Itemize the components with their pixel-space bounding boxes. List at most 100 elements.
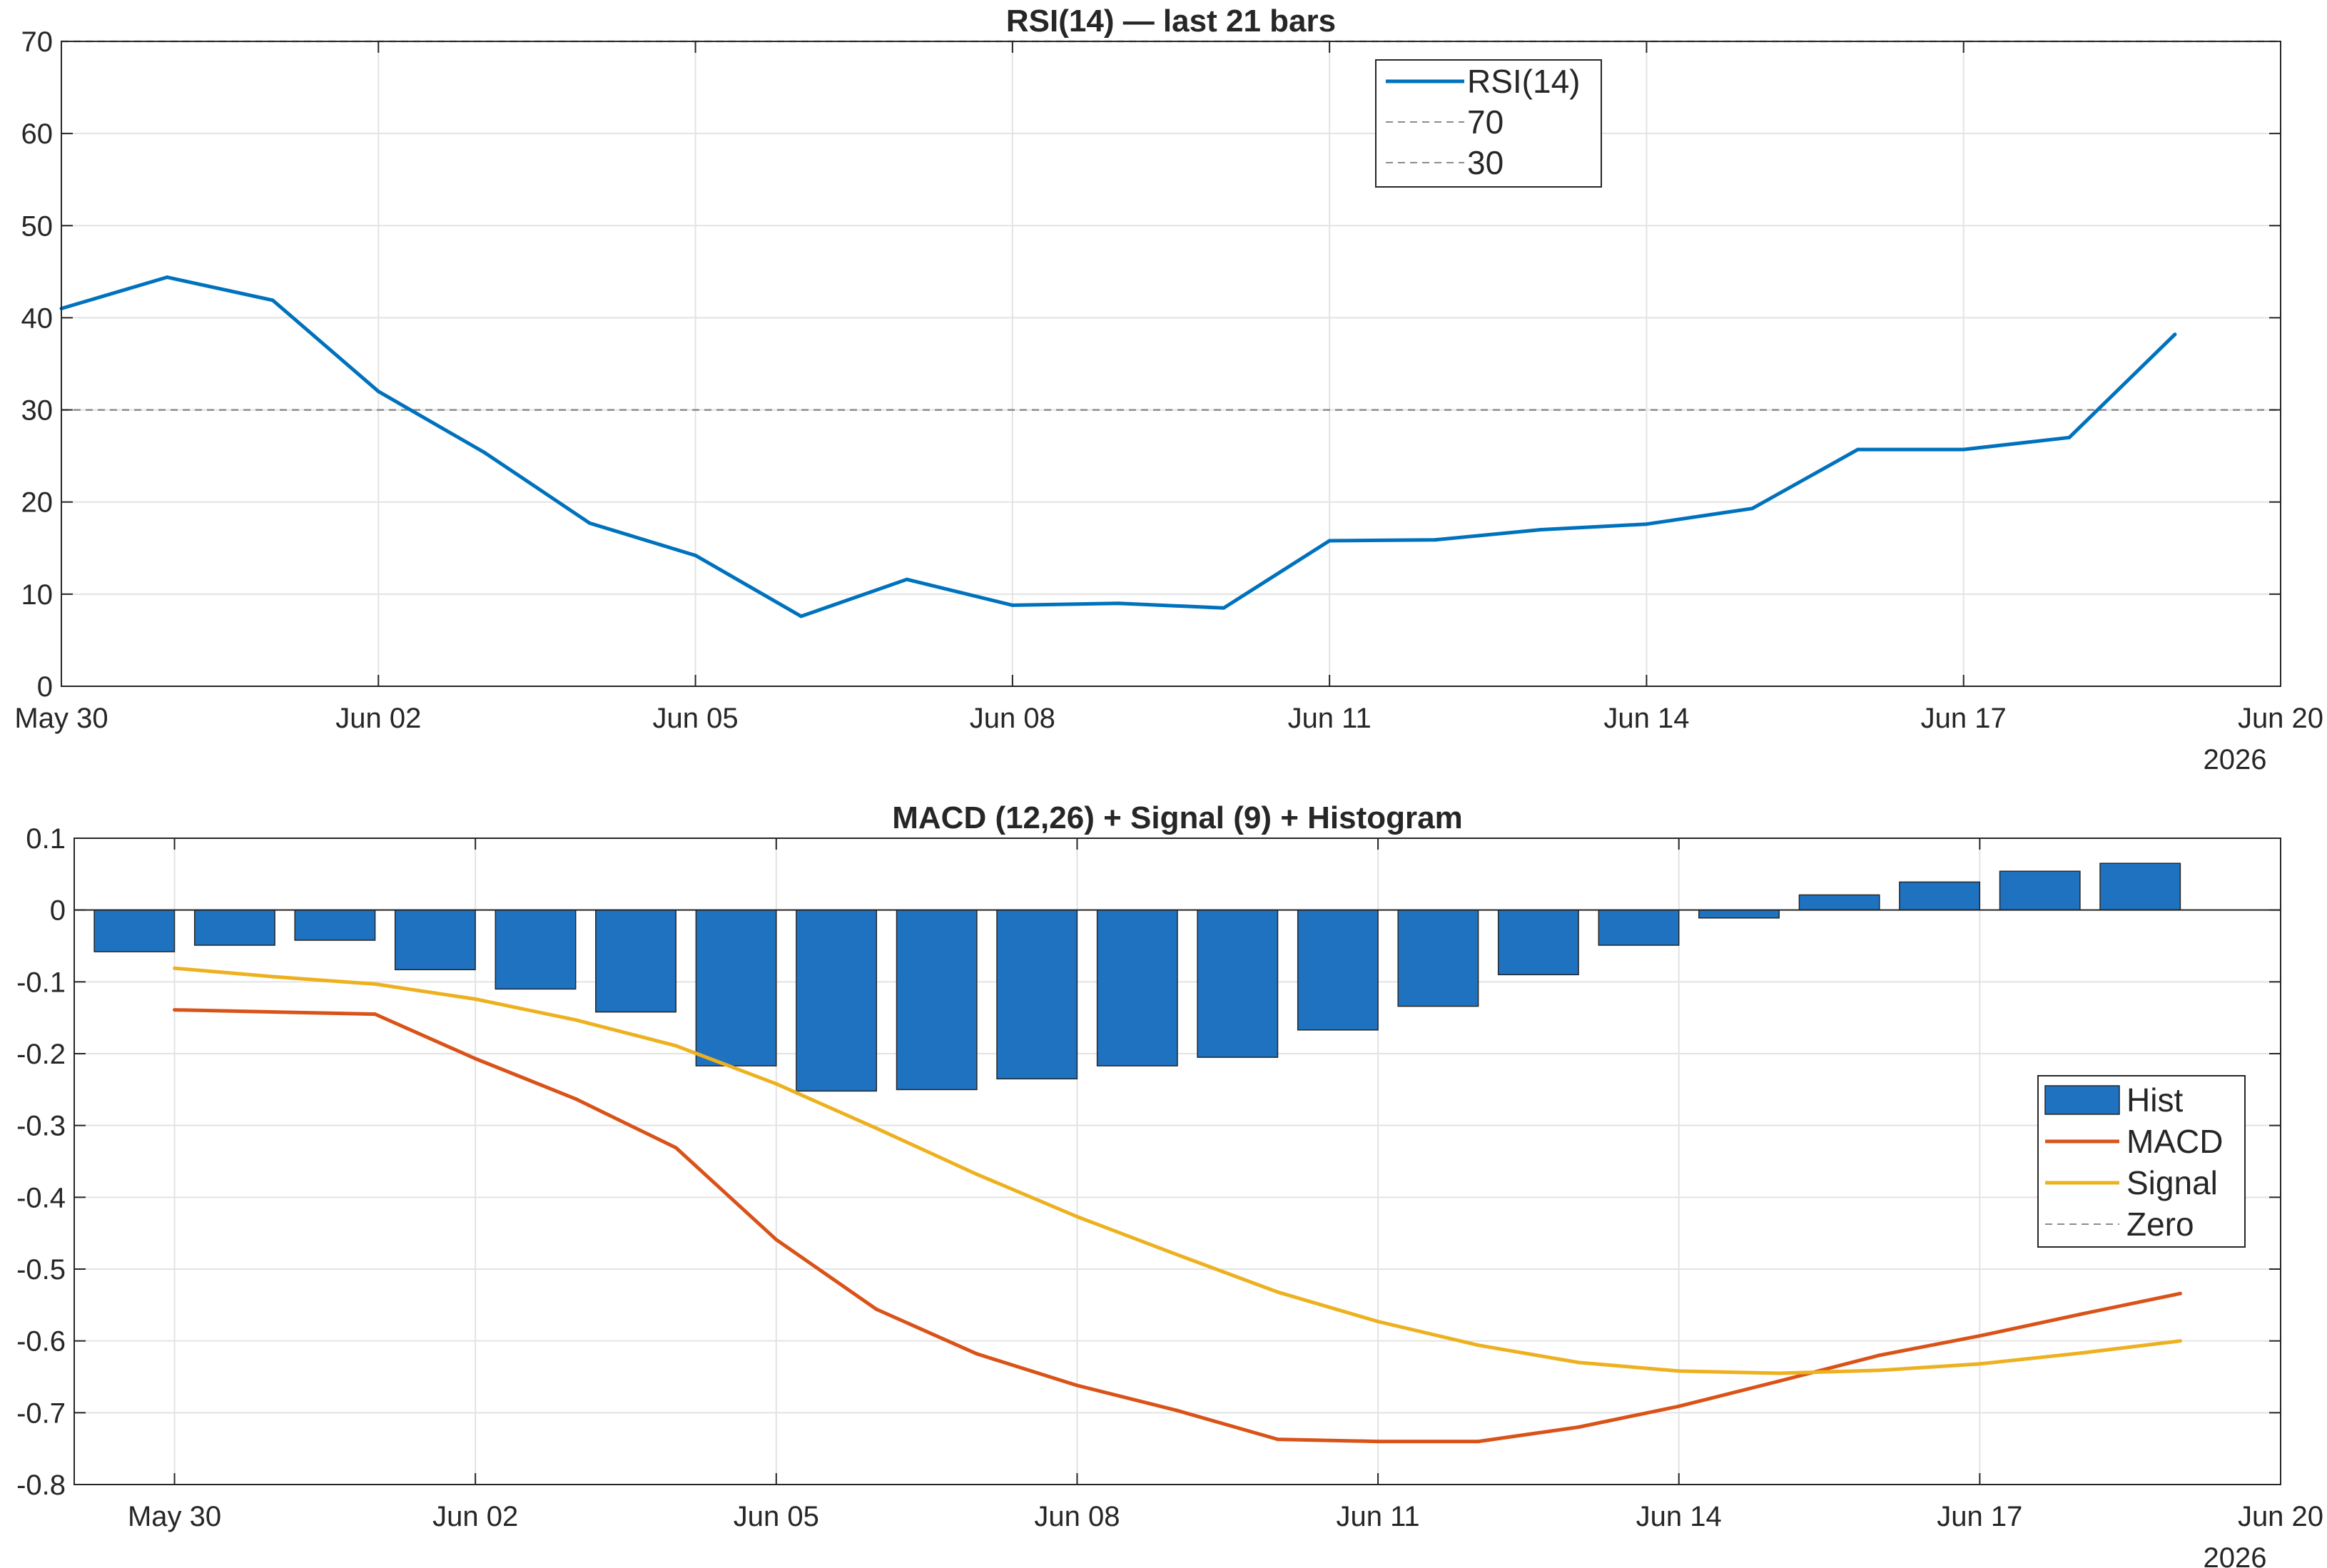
macd-panel: MACD (12,26) + Signal (9) + Histogram 0.… (16, 800, 2323, 1568)
macd-point (1175, 1408, 1180, 1412)
rsi-point (1433, 538, 1437, 542)
hist-bar (695, 909, 777, 1066)
legend-swatch-hist (2044, 1085, 2120, 1115)
rsi-point (1644, 522, 1648, 526)
macd-point (1576, 1425, 1581, 1429)
hist-bar (2099, 862, 2181, 911)
x-tick-label: Jun 11 (1337, 1501, 1420, 1532)
signal-point (674, 1044, 678, 1048)
rsi-point (2173, 332, 2177, 337)
rsi-point (1856, 447, 1860, 452)
macd-point (1075, 1383, 1079, 1388)
rsi-point (1010, 603, 1015, 607)
y-tick-label: 20 (21, 487, 54, 519)
x-tick-label: May 30 (14, 703, 108, 734)
hist-bar (1698, 909, 1780, 919)
hist-bar (595, 909, 676, 1013)
hist-bar (93, 909, 176, 952)
signal-point (373, 982, 377, 986)
rsi-point (1222, 606, 1226, 610)
rsi-point (2067, 435, 2072, 439)
hist-bar (495, 909, 577, 990)
macd-point (1476, 1440, 1481, 1444)
macd-year-label: 2026 (2204, 1542, 2267, 1568)
macd-histogram-bars (93, 862, 2181, 1092)
signal-point (975, 1172, 979, 1176)
rsi-point (799, 614, 803, 618)
macd-point (373, 1012, 377, 1017)
rsi-point (482, 450, 486, 454)
macd-point (173, 1008, 177, 1012)
signal-point (574, 1018, 578, 1022)
signal-point (173, 966, 177, 970)
rsi-point (165, 275, 169, 280)
signal-point (2078, 1351, 2082, 1355)
x-tick-label: Jun 20 (2238, 1501, 2323, 1532)
hist-bar (1497, 909, 1579, 976)
signal-point (1677, 1369, 1681, 1373)
signal-point (1075, 1215, 1079, 1219)
macd-y-ticks: 0.1 0 -0.1 -0.2 -0.3 -0.4 -0.5 -0.6 -0.7 -0.8 (16, 823, 2281, 1501)
rsi-axes-box (61, 41, 2281, 687)
hist-bar (193, 909, 275, 946)
y-tick-label: -0.3 (16, 1111, 66, 1142)
signal-point (1576, 1360, 1581, 1365)
rsi-point (694, 554, 698, 558)
y-tick-label: 10 (21, 579, 54, 611)
macd-point (1677, 1404, 1681, 1408)
macd-x-ticks: May 30 Jun 02 Jun 05 Jun 08 Jun 11 Jun 14 Jun … (128, 838, 2323, 1532)
signal-point (1877, 1368, 1882, 1373)
signal-point (1977, 1362, 1982, 1366)
signal-point (273, 974, 277, 979)
rsi-grid (61, 41, 2281, 687)
y-tick-label: -0.4 (16, 1182, 66, 1213)
x-tick-label: Jun 02 (432, 1501, 518, 1532)
y-tick-label: -0.7 (16, 1398, 66, 1429)
macd-axes-box (73, 838, 2281, 1485)
hist-bar (1397, 909, 1479, 1007)
legend-label-rsi: RSI(14) (1467, 63, 1580, 100)
y-tick-label: -0.8 (16, 1470, 66, 1501)
rsi-point (1538, 527, 1543, 531)
signal-point (1175, 1253, 1180, 1257)
signal-point (1777, 1371, 1781, 1375)
macd-point (2178, 1291, 2182, 1295)
macd-point (574, 1096, 578, 1101)
legend-label-zero: Zero (2126, 1206, 2194, 1243)
macd-point (874, 1307, 878, 1311)
macd-point (1276, 1437, 1280, 1442)
signal-point (874, 1126, 878, 1131)
signal-point (2178, 1339, 2182, 1343)
x-tick-label: Jun 14 (1636, 1501, 1722, 1532)
x-tick-label: Jun 05 (653, 703, 739, 734)
macd-point (1376, 1440, 1380, 1444)
x-tick-label: Jun 02 (335, 703, 421, 734)
rsi-series (59, 275, 2177, 618)
legend-label-macd: MACD (2126, 1123, 2223, 1160)
macd-point (975, 1352, 979, 1356)
signal-point (1276, 1290, 1280, 1294)
macd-point (1877, 1353, 1882, 1358)
legend-label-30: 30 (1467, 144, 1504, 181)
x-tick-label: Jun 11 (1288, 703, 1372, 734)
rsi-year-label: 2026 (2204, 744, 2267, 775)
y-tick-label: 0.1 (26, 823, 66, 855)
rsi-point (1962, 447, 1966, 452)
macd-series (173, 966, 2182, 1444)
x-tick-label: Jun 17 (1937, 1501, 2022, 1532)
rsi-x-ticks: May 30 Jun 02 Jun 05 Jun 08 Jun 11 Jun 14 Jun … (14, 41, 2323, 734)
macd-title: MACD (12,26) + Signal (9) + Histogram (892, 800, 1463, 835)
hist-bar (1197, 909, 1279, 1058)
x-tick-label: Jun 08 (1034, 1501, 1120, 1532)
hist-bar (394, 909, 476, 971)
rsi-point (905, 577, 909, 581)
rsi-point (1750, 506, 1755, 511)
y-tick-label: 30 (21, 395, 54, 427)
signal-point (1376, 1319, 1380, 1323)
macd-legend: Hist MACD Signal Zero (2037, 1075, 2246, 1248)
legend-label-hist: Hist (2126, 1081, 2183, 1119)
x-tick-label: Jun 08 (970, 703, 1055, 734)
macd-point (473, 1057, 477, 1061)
x-tick-label: Jun 17 (1921, 703, 2007, 734)
y-tick-label: 60 (21, 118, 54, 150)
